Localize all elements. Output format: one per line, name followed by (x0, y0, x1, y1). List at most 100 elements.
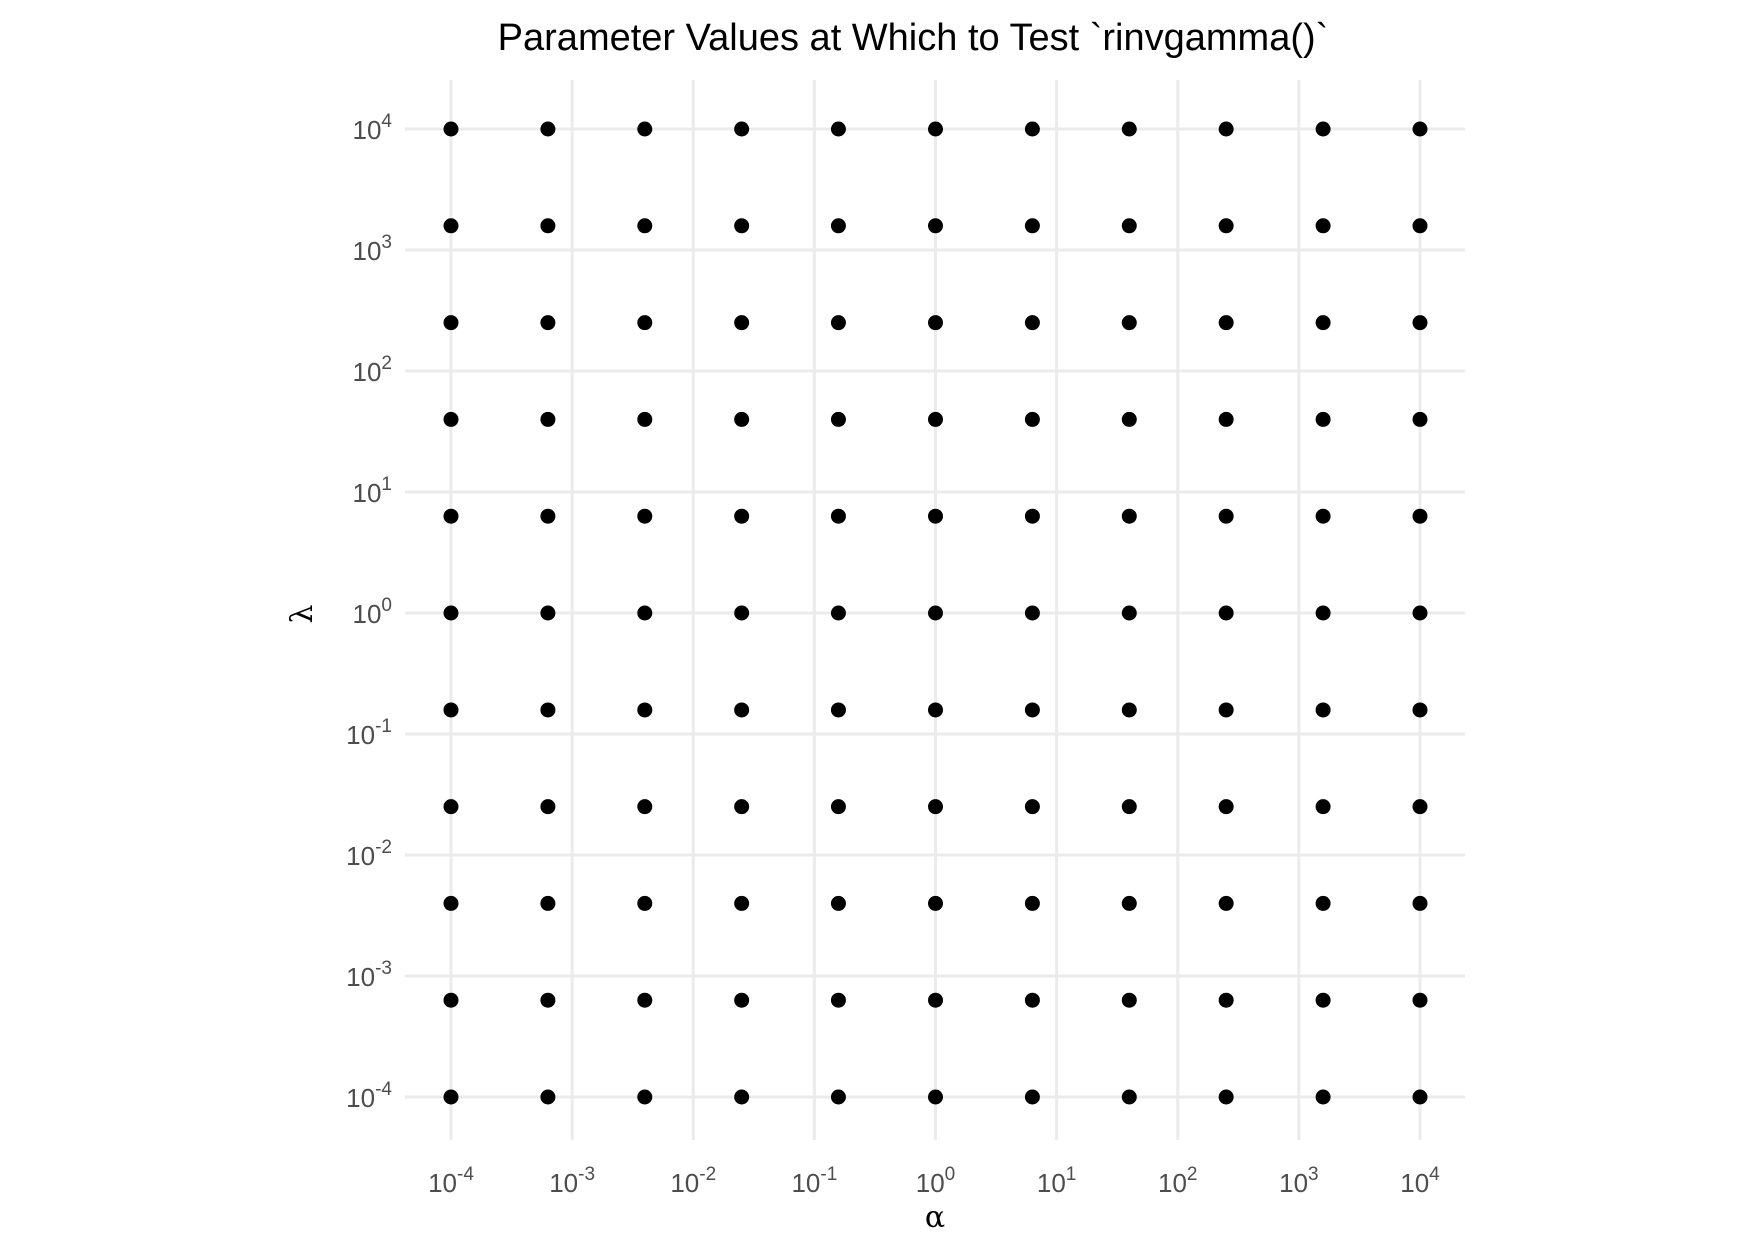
data-point (1218, 315, 1234, 331)
data-point (1412, 218, 1428, 234)
data-point (830, 702, 846, 718)
data-point (1315, 218, 1331, 234)
data-point (1218, 508, 1234, 524)
chart-title: Parameter Values at Which to Test `rinvg… (498, 17, 1329, 59)
data-point (637, 218, 653, 234)
data-point (1121, 508, 1137, 524)
data-point (928, 1089, 943, 1105)
data-point (928, 992, 943, 1008)
data-point (830, 218, 846, 234)
data-point (734, 895, 750, 911)
data-point (1121, 1089, 1137, 1105)
data-point (830, 411, 846, 427)
x-tick-label: 10-2 (670, 1164, 716, 1198)
y-tick-label: 10-1 (346, 716, 392, 750)
data-point (1218, 702, 1234, 718)
y-tick-label: 102 (353, 353, 393, 387)
data-point (443, 218, 459, 234)
data-point (1024, 1089, 1040, 1105)
data-point (1315, 895, 1331, 911)
data-point (637, 605, 653, 621)
data-point (1315, 992, 1331, 1008)
x-tick-label: 101 (1037, 1164, 1077, 1198)
y-tick-label: 101 (353, 474, 393, 508)
data-point (1121, 605, 1137, 621)
data-point (1412, 315, 1428, 331)
data-point (443, 508, 459, 524)
data-point (443, 895, 459, 911)
data-point (637, 121, 653, 137)
data-point (1121, 895, 1137, 911)
y-tick-label: 10-4 (346, 1079, 392, 1113)
x-tick-label: 103 (1279, 1164, 1319, 1198)
data-point (443, 702, 459, 718)
data-point (1024, 895, 1040, 911)
x-tick-label: 10-4 (428, 1164, 474, 1198)
data-point (830, 992, 846, 1008)
data-point (928, 799, 943, 815)
data-point (1218, 218, 1234, 234)
data-point (637, 895, 653, 911)
y-tick-label: 103 (353, 232, 393, 266)
data-point (734, 702, 750, 718)
x-tick-label: 104 (1400, 1164, 1440, 1198)
data-point (540, 605, 556, 621)
y-tick-label: 100 (353, 595, 393, 629)
data-point (830, 799, 846, 815)
data-point (1024, 702, 1040, 718)
x-axis-ticks: 10-4 10-3 10-2 10-1 100 101 102 103 104 (428, 1164, 1440, 1198)
data-point (734, 411, 750, 427)
data-point (443, 605, 459, 621)
data-point (734, 605, 750, 621)
data-point (734, 121, 750, 137)
data-point (1024, 992, 1040, 1008)
data-point (637, 1089, 653, 1105)
data-point (1121, 218, 1137, 234)
data-point (928, 508, 943, 524)
data-point (443, 992, 459, 1008)
data-point (928, 702, 943, 718)
x-tick-label: 100 (916, 1164, 956, 1198)
data-point (1412, 895, 1428, 911)
data-point (1121, 315, 1137, 331)
data-point (637, 315, 653, 331)
data-point (1121, 121, 1137, 137)
y-tick-label: 10-2 (346, 837, 392, 871)
data-point (540, 1089, 556, 1105)
x-axis-title: α (925, 1200, 945, 1235)
data-point (637, 508, 653, 524)
y-axis-title: λ (285, 604, 320, 623)
data-points (443, 121, 1428, 1105)
y-axis-ticks: 10-4 10-3 10-2 10-1 100 101 102 103 104 (346, 111, 392, 1113)
data-point (830, 1089, 846, 1105)
data-point (734, 799, 750, 815)
data-point (1315, 121, 1331, 137)
data-point (540, 315, 556, 331)
data-point (928, 895, 943, 911)
data-point (1024, 411, 1040, 427)
data-point (928, 218, 943, 234)
data-point (1024, 799, 1040, 815)
data-point (1315, 702, 1331, 718)
data-point (443, 315, 459, 331)
data-point (734, 315, 750, 331)
data-point (637, 702, 653, 718)
data-point (540, 411, 556, 427)
data-point (734, 992, 750, 1008)
data-point (1121, 411, 1137, 427)
data-point (1315, 508, 1331, 524)
data-point (540, 218, 556, 234)
data-point (637, 411, 653, 427)
data-point (928, 315, 943, 331)
data-point (830, 605, 846, 621)
data-point (1315, 411, 1331, 427)
data-point (443, 121, 459, 137)
data-point (1412, 702, 1428, 718)
data-point (830, 315, 846, 331)
data-point (540, 121, 556, 137)
data-point (637, 799, 653, 815)
data-point (1315, 605, 1331, 621)
data-point (1218, 411, 1234, 427)
data-point (1412, 1089, 1428, 1105)
